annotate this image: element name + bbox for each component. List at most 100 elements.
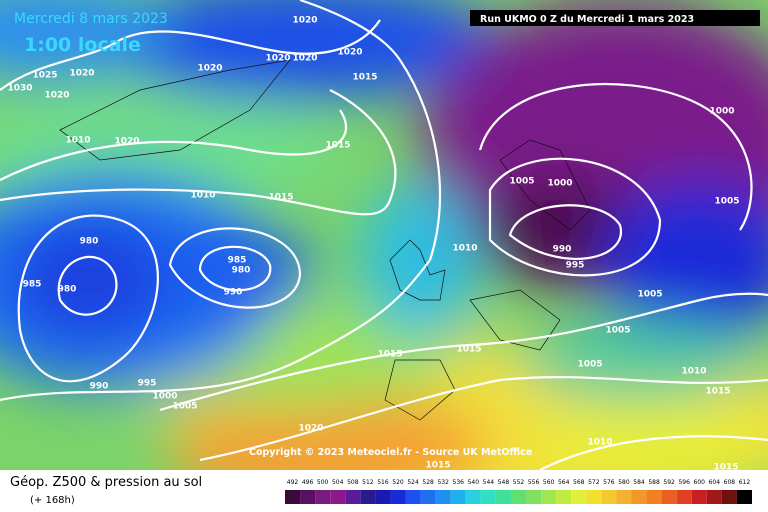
isobar-label: 995 — [138, 379, 157, 389]
scale-label: 504 — [332, 479, 344, 486]
scale-label: 592 — [663, 479, 675, 486]
scale-swatch — [285, 490, 301, 504]
scale-label: 600 — [694, 479, 706, 486]
scale-swatch — [495, 490, 511, 504]
scale-label: 572 — [588, 479, 600, 486]
scale-swatch — [480, 490, 496, 504]
isobar-label: 1015 — [705, 387, 730, 397]
scale-label: 548 — [498, 479, 510, 486]
scale-label: 496 — [302, 479, 314, 486]
isobar-label: 985 — [23, 280, 42, 290]
scale-swatch — [360, 490, 376, 504]
scale-swatch — [315, 490, 331, 504]
isobar-label: 1015 — [456, 345, 481, 355]
isobar-label: 1005 — [172, 402, 197, 412]
isobar-label: 985 — [228, 256, 247, 266]
isobar-label: 990 — [90, 382, 109, 392]
isobar-label: 1020 — [337, 48, 362, 58]
isobar-label: 1005 — [714, 197, 739, 207]
scale-label: 576 — [603, 479, 615, 486]
isobar-label: 1010 — [65, 136, 90, 146]
scale-swatch — [721, 490, 737, 504]
isobar-label: 995 — [566, 261, 585, 271]
run-box — [470, 10, 760, 26]
isobar-label: 1010 — [681, 367, 706, 377]
scale-swatch — [300, 490, 316, 504]
scale-label: 556 — [528, 479, 540, 486]
scale-swatch — [526, 490, 542, 504]
scale-label: 596 — [678, 479, 690, 486]
isobar-label: 1020 — [197, 64, 222, 74]
scale-label: 492 — [287, 479, 299, 486]
scale-label: 560 — [543, 479, 555, 486]
isobar-label: 1020 — [265, 54, 290, 64]
scale-label: 528 — [422, 479, 434, 486]
scale-label: 536 — [453, 479, 465, 486]
map-time: 1:00 locale — [24, 34, 141, 56]
isobar-label: 1010 — [587, 438, 612, 448]
scale-label: 524 — [407, 479, 419, 486]
scale-swatch — [601, 490, 617, 504]
scale-label: 604 — [709, 479, 721, 486]
scale-swatch — [646, 490, 662, 504]
isobar-label: 1015 — [352, 73, 377, 83]
legend-lead: (+ 168h) — [30, 495, 75, 506]
scale-swatch — [450, 490, 466, 504]
isobars — [0, 0, 768, 470]
map-date: Mercredi 8 mars 2023 — [14, 11, 168, 27]
scale-swatch — [465, 490, 481, 504]
isobar-label: 1015 — [268, 193, 293, 203]
scale-label: 516 — [377, 479, 389, 486]
isobar-label: 1000 — [152, 392, 177, 402]
isobar-label: 1000 — [709, 107, 734, 117]
scale-label: 544 — [483, 479, 495, 486]
scale-swatch — [556, 490, 572, 504]
isobar-label: 990 — [224, 288, 243, 298]
isobar-label: 1005 — [509, 177, 534, 187]
scale-swatch — [345, 490, 361, 504]
scale-swatch — [330, 490, 346, 504]
color-scale: 492 496 500 504 508 512 516 520 524 528 532 536 540 5… — [285, 479, 752, 504]
isobar-label: 1000 — [547, 179, 572, 189]
scale-label: 584 — [633, 479, 645, 486]
scale-label: 608 — [724, 479, 736, 486]
isobar-label: 1010 — [452, 244, 477, 254]
isobar-label: 1020 — [69, 69, 94, 79]
scale-swatch — [375, 490, 391, 504]
scale-swatch — [706, 490, 722, 504]
isobar-label: 1020 — [292, 16, 317, 26]
isobar-label: 1005 — [637, 290, 662, 300]
copyright: Copyright © 2023 Meteociel.fr - Source U… — [249, 447, 532, 458]
isobar-label: 980 — [232, 266, 251, 276]
scale-swatch — [616, 490, 632, 504]
scale-label: 580 — [618, 479, 630, 486]
scale-label: 568 — [573, 479, 585, 486]
scale-swatch — [691, 490, 707, 504]
scale-label: 508 — [347, 479, 359, 486]
isobar-label: 1020 — [292, 54, 317, 64]
scale-label: 588 — [648, 479, 660, 486]
scale-swatch — [631, 490, 647, 504]
scale-swatch — [736, 490, 752, 504]
isobar-label: 1020 — [44, 91, 69, 101]
scale-swatch — [405, 490, 421, 504]
scale-label: 532 — [437, 479, 449, 486]
isobar-label: 1020 — [298, 424, 323, 434]
scale-swatch — [390, 490, 406, 504]
scale-swatch — [435, 490, 451, 504]
scale-label: 552 — [513, 479, 525, 486]
isobar-label: 1020 — [114, 137, 139, 147]
isobar-label: 1005 — [605, 326, 630, 336]
scale-swatch — [676, 490, 692, 504]
scale-label: 564 — [558, 479, 570, 486]
scale-label: 612 — [739, 479, 751, 486]
scale-swatch — [586, 490, 602, 504]
scale-label: 520 — [392, 479, 404, 486]
isobar-label: 1015 — [377, 350, 402, 360]
scale-label: 540 — [468, 479, 480, 486]
run-info: Run UKMO 0 Z du Mercredi 1 mars 2023 — [480, 14, 694, 25]
isobar-label: 1015 — [425, 461, 450, 471]
isobar-label: 1015 — [713, 463, 738, 473]
scale-swatch — [571, 490, 587, 504]
scale-swatch — [510, 490, 527, 504]
